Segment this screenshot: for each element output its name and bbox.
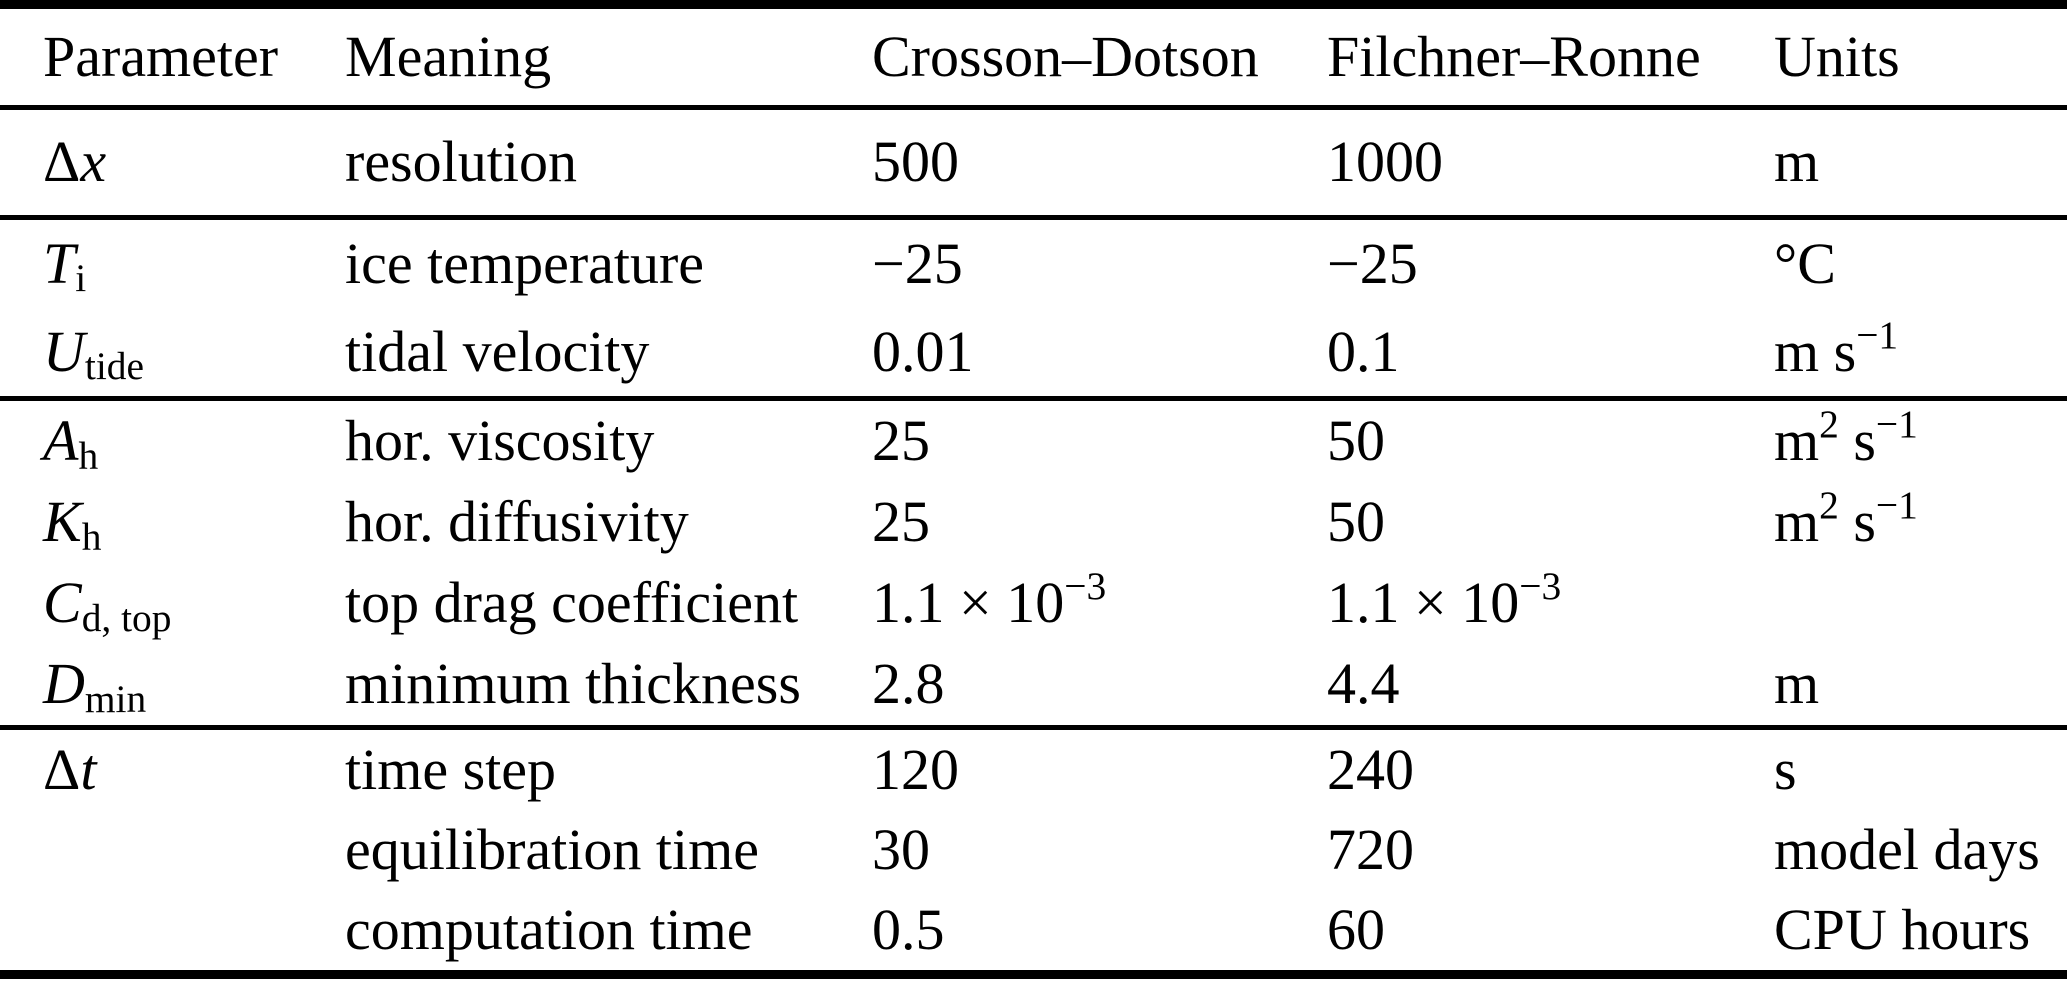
cell-filchner: 1.1 × 10−3 [1327,564,1562,636]
cell-meaning: hor. viscosity [345,408,655,474]
cell-filchner: 4.4 [1327,651,1400,717]
cell-filchner: −25 [1327,230,1418,296]
table-header-row: Parameter Meaning Crosson–Dotson Filchner–R… [0,5,2067,108]
cell-param: Ah [43,408,99,478]
cell-crosson: 500 [872,129,959,195]
cell-filchner: 0.1 [1327,318,1400,384]
cell-units: s [1774,736,1797,802]
table-row: Cd, top top drag coefficient 1.1 × 10−3 1.1… [0,563,2067,644]
cell-meaning: top drag coefficient [345,570,799,636]
table-row: Utide tidal velocity 0.01 0.1 m s−1 [0,308,2067,399]
cell-meaning: minimum thickness [345,651,801,717]
table-row: Δt time step 120 240 s [0,728,2067,811]
table-section-3: Ah hor. viscosity 25 50 m2 s−1 Kh hor. diffusi… [0,398,2067,728]
cell-param: Δx [43,129,107,195]
table-row: Δx resolution 500 1000 m [0,108,2067,218]
cell-units: m2 s−1 [1774,402,1918,474]
cell-units [1774,563,2067,644]
cell-meaning: ice temperature [345,230,705,296]
column-header-meaning: Meaning [345,23,552,89]
table-row: Ah hor. viscosity 25 50 m2 s−1 [0,399,2067,483]
cell-units: CPU hours [1774,896,2031,962]
cell-meaning: resolution [345,129,577,195]
cell-filchner: 240 [1327,736,1414,802]
cell-crosson: 1.1 × 10−3 [872,564,1107,636]
cell-filchner: 50 [1327,408,1385,474]
cell-filchner: 50 [1327,489,1385,555]
table-section-4: Δt time step 120 240 s equilibration time 30 72… [0,727,2067,975]
table-row: Ti ice temperature −25 −25 °C [0,218,2067,309]
cell-meaning: time step [345,736,557,802]
cell-param: Kh [43,489,102,559]
cell-crosson: 25 [872,408,930,474]
cell-filchner: 1000 [1327,129,1443,195]
cell-param: Utide [43,318,145,389]
table-row: Kh hor. diffusivity 25 50 m2 s−1 [0,482,2067,563]
cell-filchner: 60 [1327,896,1385,962]
cell-crosson: 25 [872,489,930,555]
table-section-2: Ti ice temperature −25 −25 °C Utide tidal velo… [0,217,2067,399]
column-header-crosson: Crosson–Dotson [872,23,1259,89]
cell-param [0,810,345,890]
cell-crosson: 0.5 [872,896,945,962]
cell-units: m s−1 [1774,312,1899,384]
column-header-filchner: Filchner–Ronne [1327,23,1701,89]
table-row: equilibration time 30 720 model days [0,810,2067,890]
cell-crosson: 120 [872,736,959,802]
cell-meaning: computation time [345,896,753,962]
cell-param [0,890,345,975]
cell-meaning: hor. diffusivity [345,489,689,555]
cell-crosson: 0.01 [872,318,974,384]
cell-filchner: 720 [1327,816,1414,882]
cell-units: °C [1774,230,1836,296]
cell-param: Δt [43,736,97,802]
cell-crosson: 2.8 [872,651,945,717]
cell-param: Dmin [43,651,147,721]
cell-meaning: equilibration time [345,816,759,882]
table-row: computation time 0.5 60 CPU hours [0,890,2067,975]
table-row: Dmin minimum thickness 2.8 4.4 m [0,644,2067,728]
column-header-param: Parameter [43,23,279,89]
cell-units: model days [1774,816,2040,882]
cell-crosson: −25 [872,230,963,296]
cell-units: m [1774,651,1820,717]
cell-crosson: 30 [872,816,930,882]
cell-param: Ti [43,230,87,301]
table-header: Parameter Meaning Crosson–Dotson Filchner–R… [0,5,2067,108]
column-header-units: Units [1774,23,1900,89]
table-section-1: Δx resolution 500 1000 m [0,107,2067,218]
cell-units: m [1774,129,1820,195]
cell-units: m2 s−1 [1774,483,1918,555]
cell-param: Cd, top [43,570,172,640]
cell-meaning: tidal velocity [345,318,650,384]
